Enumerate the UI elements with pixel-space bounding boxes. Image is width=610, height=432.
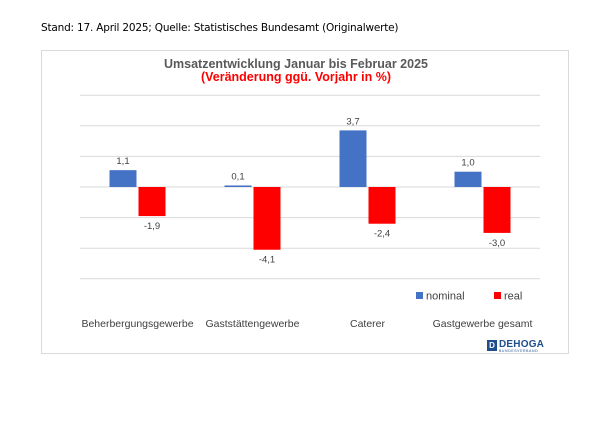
bar-nominal [454, 171, 482, 187]
chart-title: Umsatzentwicklung Januar bis Februar 202… [164, 57, 428, 71]
category-label: Gaststättengewerbe [206, 318, 300, 330]
bar-real [368, 187, 396, 224]
bar-nominal [339, 130, 367, 187]
data-label: 1,1 [116, 156, 129, 167]
data-label: -4,1 [259, 255, 275, 266]
legend-swatch-nominal [416, 292, 423, 299]
logo-subtext: BUNDESVERBAND [499, 349, 539, 353]
dehoga-logo: D DEHOGA [487, 338, 561, 352]
legend-label-real: real [504, 291, 522, 303]
legend-swatch-real [494, 292, 501, 299]
source-note: Stand: 17. April 2025; Quelle: Statistis… [41, 22, 399, 34]
category-label: Caterer [350, 318, 386, 330]
bar-nominal [109, 170, 137, 187]
chart-frame [41, 50, 569, 354]
category-label: Beherbergungsgewerbe [81, 318, 193, 330]
data-label: -3,0 [489, 238, 505, 249]
bar-real [483, 187, 511, 233]
chart-subtitle: (Veränderung ggü. Vorjahr in %) [201, 70, 391, 84]
dehoga-logo-icon: D [487, 339, 497, 351]
data-label: -1,9 [144, 221, 160, 232]
data-label: 0,1 [231, 171, 244, 182]
bar-real [253, 187, 281, 250]
bar-nominal [224, 185, 252, 187]
logo-text: DEHOGA [499, 339, 545, 350]
bar-real [138, 187, 166, 217]
legend-label-nominal: nominal [426, 291, 465, 303]
category-label: Gastgewerbe gesamt [433, 318, 533, 330]
data-label: -2,4 [374, 229, 390, 240]
data-label: 3,7 [346, 116, 359, 127]
data-label: 1,0 [461, 158, 474, 169]
